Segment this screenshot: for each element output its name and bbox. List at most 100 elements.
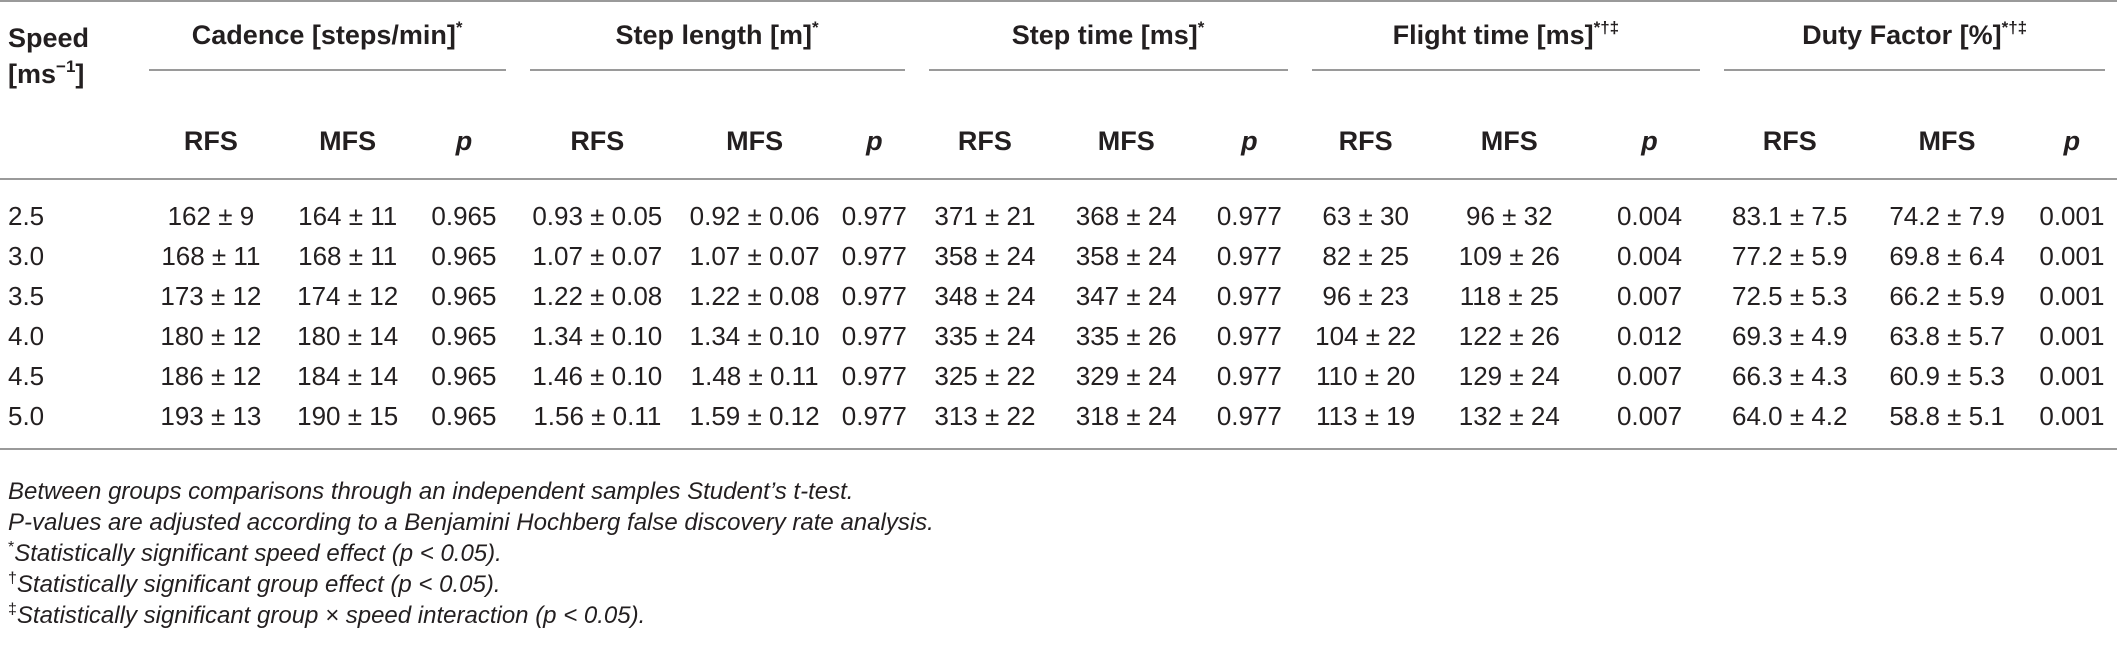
group-title: Cadence [steps/min] bbox=[191, 20, 456, 50]
group-title: Duty Factor [%] bbox=[1802, 20, 2002, 50]
group-header-step-length: Step length [m]* bbox=[517, 0, 917, 102]
table-cell: 77.2 ± 5.9 bbox=[1732, 240, 1848, 271]
table-cell: 174 ± 12 bbox=[297, 280, 399, 311]
table-cell: 0.977 bbox=[841, 200, 907, 231]
table-cell: 0.001 bbox=[2039, 360, 2105, 391]
table-cell: 371 ± 21 bbox=[934, 200, 1036, 231]
table-cell: 184 ± 14 bbox=[297, 360, 399, 391]
table-cell: 122 ± 26 bbox=[1458, 320, 1560, 351]
subheader-mfs: MFS bbox=[1867, 102, 2027, 180]
table-cell: 0.977 bbox=[1199, 396, 1300, 450]
table-cell: 0.965 bbox=[431, 320, 497, 351]
table-cell: 0.977 bbox=[841, 240, 907, 271]
table-cell: 358 ± 24 bbox=[1075, 240, 1177, 271]
table-cell: 118 ± 25 bbox=[1459, 280, 1559, 311]
footnote-text: Statistically significant group × speed … bbox=[16, 602, 646, 629]
group-header-duty-factor: Duty Factor [%]*†‡ bbox=[1712, 0, 2117, 102]
table-row: 4.0 180 ± 12 180 ± 14 0.965 1.34 ± 0.10 1.34 … bbox=[0, 316, 2117, 356]
table-cell: 1.22 ± 0.08 bbox=[532, 280, 663, 311]
table-cell: 0.965 bbox=[431, 360, 497, 391]
group-marks: * bbox=[811, 18, 819, 37]
speed-cell: 3.0 bbox=[8, 240, 45, 271]
table-cell: 335 ± 26 bbox=[1075, 320, 1177, 351]
subheader-rfs: RFS bbox=[1712, 102, 1868, 180]
footnote-text: P-values are adjusted according to a Ben… bbox=[8, 509, 934, 536]
table-cell: 325 ± 22 bbox=[934, 360, 1036, 391]
speed-unit-exponent: −1 bbox=[56, 57, 76, 76]
table-cell: 63 ± 30 bbox=[1322, 200, 1409, 231]
table-cell: 69.3 ± 4.9 bbox=[1732, 320, 1848, 351]
group-header-row: Speed [ms−1] Cadence [steps/min]* Step l… bbox=[0, 0, 2117, 180]
table-cell: 0.001 bbox=[2039, 320, 2105, 351]
table-cell: 0.977 bbox=[1216, 200, 1282, 231]
table-cell: 104 ± 22 bbox=[1315, 320, 1417, 351]
table-cell: 0.001 bbox=[2039, 240, 2105, 271]
speed-cell: 3.5 bbox=[8, 280, 45, 311]
table-cell: 0.977 bbox=[841, 280, 907, 311]
table-cell: 0.001 bbox=[2026, 396, 2117, 450]
group-title: Step length [m] bbox=[615, 20, 812, 50]
table-cell: 368 ± 24 bbox=[1075, 200, 1177, 231]
table-cell: 180 ± 14 bbox=[297, 320, 399, 351]
table-cell: 0.977 bbox=[1216, 280, 1282, 311]
table-cell: 0.965 bbox=[431, 280, 497, 311]
table-cell: 0.007 bbox=[1616, 360, 1683, 391]
footnote: ‡Statistically significant group × speed… bbox=[8, 600, 934, 631]
table-cell: 0.965 bbox=[431, 240, 497, 271]
footnote-mark: † bbox=[8, 570, 17, 587]
table-cell: 347 ± 24 bbox=[1075, 280, 1177, 311]
table-cell: 109 ± 26 bbox=[1458, 240, 1560, 271]
table-cell: 66.3 ± 4.3 bbox=[1732, 360, 1848, 391]
table-cell: 0.001 bbox=[2039, 200, 2105, 231]
group-underline bbox=[529, 69, 905, 71]
subheader-p: p bbox=[1199, 102, 1300, 180]
subheader-mfs: MFS bbox=[284, 102, 411, 180]
results-table-container: Speed [ms−1] Cadence [steps/min]* Step l… bbox=[0, 0, 2117, 629]
group-underline bbox=[928, 69, 1288, 71]
table-cell: 0.92 ± 0.06 bbox=[689, 200, 820, 231]
table-cell: 193 ± 13 bbox=[136, 396, 285, 450]
speed-unit-close: ] bbox=[75, 59, 85, 89]
speed-cell: 2.5 bbox=[8, 200, 45, 231]
table-cell: 0.977 bbox=[841, 360, 907, 391]
table-footnotes: Between groups comparisons through an in… bbox=[8, 476, 934, 631]
group-underline bbox=[1724, 69, 2105, 71]
group-marks: *†‡ bbox=[2001, 18, 2028, 37]
group-header-flight-time: Flight time [ms]*†‡ bbox=[1299, 0, 1713, 102]
table-cell: 0.977 bbox=[1216, 320, 1282, 351]
footnote: *Statistically significant speed effect … bbox=[8, 538, 934, 569]
group-header-step-time: Step time [ms]* bbox=[916, 0, 1300, 102]
footnote: Between groups comparisons through an in… bbox=[8, 476, 934, 507]
table-cell: 335 ± 24 bbox=[934, 320, 1036, 351]
table-row: 3.5 173 ± 12 174 ± 12 0.965 1.22 ± 0.08 1.22 … bbox=[0, 276, 2117, 316]
table-cell: 168 ± 11 bbox=[161, 240, 261, 271]
table-cell: 129 ± 24 bbox=[1458, 360, 1560, 391]
speed-cell: 4.5 bbox=[8, 360, 45, 391]
subheader-row: RFS MFS p RFS MFS p RFS MFS p RFS MFS p … bbox=[0, 102, 2117, 180]
table-row: 3.0 168 ± 11 168 ± 11 0.965 1.07 ± 0.07 1.07 … bbox=[0, 236, 2117, 276]
table-cell: 1.48 ± 0.11 bbox=[690, 360, 819, 391]
table-cell: 168 ± 11 bbox=[298, 240, 398, 271]
subheader-mfs: MFS bbox=[677, 102, 833, 180]
table-cell: 82 ± 25 bbox=[1322, 240, 1409, 271]
table-cell: 0.965 bbox=[431, 200, 497, 231]
table-cell: 164 ± 11 bbox=[298, 200, 398, 231]
group-marks: *†‡ bbox=[1593, 18, 1620, 37]
group-underline bbox=[148, 69, 506, 71]
table-cell: 1.56 ± 0.11 bbox=[517, 396, 678, 450]
table-cell: 0.977 bbox=[1216, 240, 1282, 271]
table-cell: 0.977 bbox=[832, 396, 917, 450]
table-cell: 190 ± 15 bbox=[284, 396, 411, 450]
subheader-p: p bbox=[832, 102, 917, 180]
footnote-text: Statistically significant speed effect (… bbox=[14, 540, 502, 567]
table-cell: 0.977 bbox=[841, 320, 907, 351]
table-cell: 69.8 ± 6.4 bbox=[1889, 240, 2005, 271]
table-cell: 318 ± 24 bbox=[1053, 396, 1200, 450]
table-cell: 64.0 ± 4.2 bbox=[1712, 396, 1868, 450]
speed-header-label: Speed bbox=[8, 23, 90, 53]
table-cell: 0.007 bbox=[1586, 396, 1713, 450]
table-cell: 0.004 bbox=[1616, 240, 1683, 271]
table-cell: 58.8 ± 5.1 bbox=[1867, 396, 2027, 450]
group-title: Step time [ms] bbox=[1011, 20, 1198, 50]
table-cell: 60.9 ± 5.3 bbox=[1889, 360, 2005, 391]
